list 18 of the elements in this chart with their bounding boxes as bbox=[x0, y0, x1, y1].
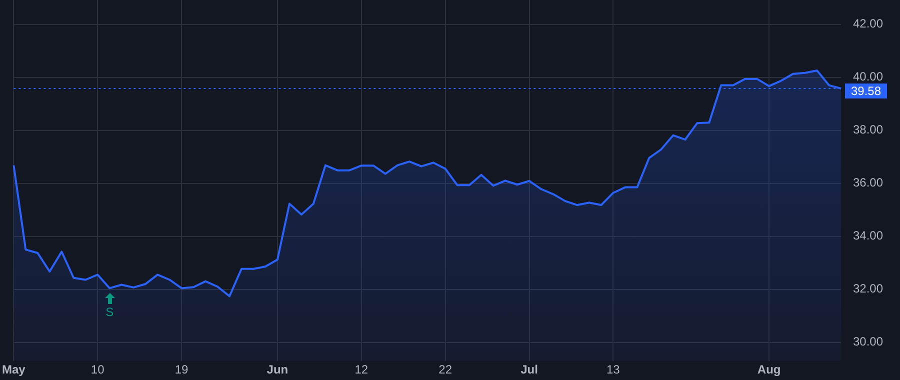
x-tick-label: 13 bbox=[606, 362, 620, 376]
annotation: S bbox=[104, 305, 115, 320]
x-tick-label: Aug bbox=[757, 362, 781, 376]
x-tick-label: Jul bbox=[520, 362, 538, 376]
y-tick-label: 34.00 bbox=[853, 228, 884, 243]
y-tick-label: 36.00 bbox=[853, 176, 884, 190]
y-tick-label: 40.00 bbox=[853, 70, 884, 84]
x-tick-label: 10 bbox=[90, 362, 105, 376]
y-tick-label: 32.00 bbox=[853, 282, 884, 296]
x-tick-label: Jun bbox=[266, 362, 288, 376]
y-tick-label: 38.00 bbox=[853, 122, 884, 137]
x-tick-label: 22 bbox=[438, 362, 452, 376]
x-tick-label: 12 bbox=[354, 362, 368, 376]
y-tick-label: 42.00 bbox=[853, 16, 884, 31]
x-tick-label: 19 bbox=[174, 362, 189, 376]
y-tick-label: 30.00 bbox=[853, 334, 884, 349]
x-tick-label: May bbox=[2, 362, 26, 376]
ref-line-label: 39.58 bbox=[851, 84, 882, 98]
